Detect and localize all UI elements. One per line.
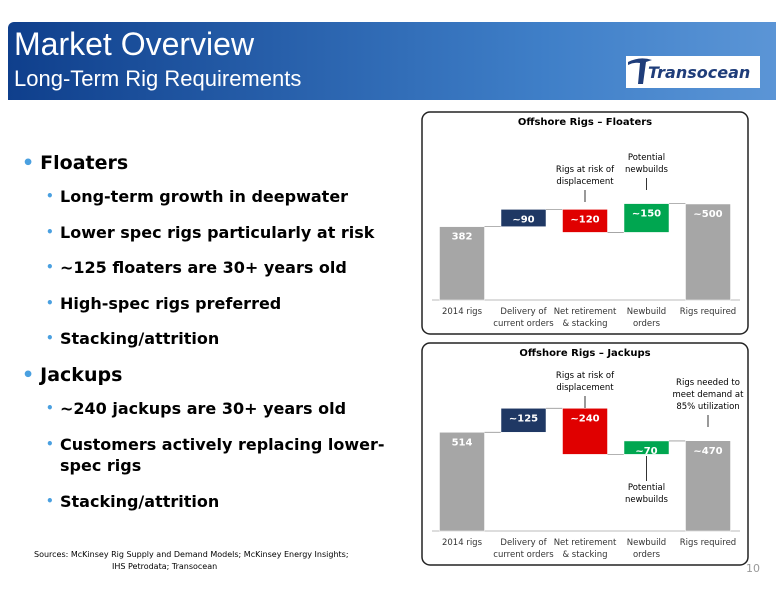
title: Market Overview [14,26,255,62]
value-label: ~500 [693,209,722,220]
category-label-line: Newbuild [627,307,666,317]
sub-bullet: High-spec rigs preferred [46,293,392,315]
category-label-line: Newbuild [627,538,666,548]
sub-bullet: Stacking/attrition [46,328,392,350]
value-label: ~125 [509,413,538,424]
annotation: Rigs at risk of displacement [556,371,615,393]
category-label-line: orders [633,550,661,560]
category-label: Delivery of current orders [493,307,554,329]
bar [623,440,670,455]
value-label: ~90 [512,214,534,225]
source-line: Sources: McKinsey Rig Supply and Demand … [34,550,349,559]
chart-frame [421,111,749,335]
bullet: • Floaters [22,152,129,174]
bar [685,203,731,301]
category-label: Net retirement & stacking [554,538,617,560]
annotation-line: 85% utilization [676,402,739,412]
category-label-line: orders [633,319,661,329]
category-label-line: Delivery of [500,307,547,317]
page-number: 10 [746,562,760,575]
category-label-line: 2014 rigs [442,538,483,548]
sub-bullet: Lower spec rigs particularly at risk [46,222,392,244]
category-label: Net retirement & stacking [554,307,617,329]
annotation-line: newbuilds [625,495,668,505]
category-label: 2014 rigs [442,538,483,548]
bullet: • Jackups [22,363,123,386]
category-label-line: 2014 rigs [442,307,483,317]
annotation-line: Rigs needed to [676,378,740,388]
category-label: 2014 rigs [442,307,483,317]
annotation: Potential newbuilds [625,483,668,505]
value-label: 382 [452,232,473,243]
bar [623,203,670,233]
sub-bullet: ~125 floaters are 30+ years old [46,257,392,279]
value-label: ~150 [632,209,661,220]
bar [500,209,547,227]
bar [439,226,485,301]
sub-bullet: Long-term growth in deepwater [46,186,392,208]
category-label-line: Net retirement [554,307,617,317]
value-label: ~240 [570,413,599,424]
logo-text: Transocean [648,63,750,82]
annotation-line: Potential [628,483,665,493]
value-label: ~70 [635,446,657,457]
value-label: ~120 [570,214,599,225]
bullet-text: Jackups [40,363,123,386]
bullet-list: •Floaters Long-term growth in deepwater Lo… [22,152,392,526]
chart-title: Offshore Rigs – Floaters [518,117,652,128]
annotation-line: Rigs at risk of [556,165,615,175]
category-label-line: & stacking [562,319,607,329]
bar [685,440,731,532]
category-label: Delivery of current orders [493,538,554,560]
category-label: Newbuild orders [627,538,666,560]
annotation-line: Rigs at risk of [556,371,615,381]
annotation-line: Potential [628,153,665,163]
category-label-line: Rigs required [680,538,736,548]
value-label: 514 [452,437,473,448]
value-label: ~470 [693,446,722,457]
chart-title: Offshore Rigs – Jackups [519,348,650,359]
category-label: Rigs required [680,538,736,548]
category-label-line: & stacking [562,550,607,560]
bar [500,408,547,433]
category-label-line: Net retirement [554,538,617,548]
bullet-text: Floaters [40,152,129,174]
source-line: IHS Petrodata; Transocean [112,562,218,571]
category-label-line: Rigs required [680,307,736,317]
category-label-line: Delivery of [500,538,547,548]
annotation-line: displacement [556,383,614,393]
bar [439,432,485,532]
chart-frame [421,342,749,566]
annotation-line: meet demand at [673,390,745,400]
annotation: Rigs at risk of displacement [556,165,615,187]
category-label: Rigs required [680,307,736,317]
annotation: Potential newbuilds [625,153,668,175]
sub-bullet: ~240 jackups are 30+ years old [46,398,392,420]
category-label-line: current orders [493,319,554,329]
annotation: Rigs needed to meet demand at 85% utilizat… [673,378,745,412]
subtitle: Long-Term Rig Requirements [14,66,302,91]
sub-bullet: Stacking/attrition [46,491,392,513]
annotation-line: displacement [556,177,614,187]
logo: Transocean [626,56,760,88]
bar [562,408,608,455]
bar [562,209,608,233]
category-label-line: current orders [493,550,554,560]
sources: Sources: McKinsey Rig Supply and Demand … [34,549,349,573]
sub-bullet: Customers actively replacing lower-spec … [46,434,392,477]
annotation-line: newbuilds [625,165,668,175]
category-label: Newbuild orders [627,307,666,329]
